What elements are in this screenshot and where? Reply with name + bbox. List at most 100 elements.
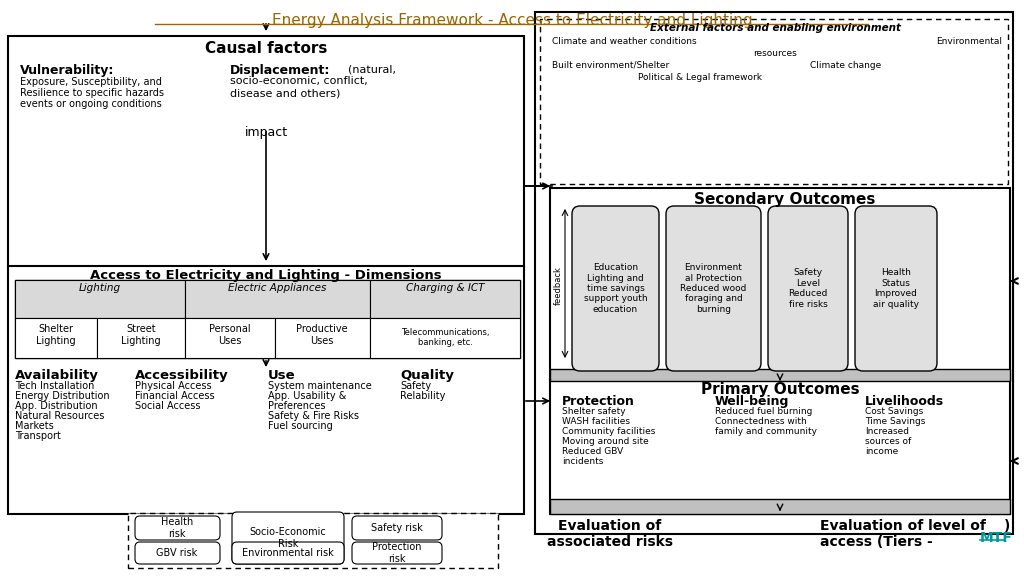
Text: Shelter safety: Shelter safety bbox=[562, 407, 626, 416]
Text: resources: resources bbox=[753, 49, 797, 58]
Text: Reduced GBV: Reduced GBV bbox=[562, 447, 624, 456]
Text: feedback: feedback bbox=[554, 267, 562, 305]
Text: Socio-Economic
Risk: Socio-Economic Risk bbox=[250, 527, 327, 549]
Text: Telecommunications,
banking, etc.: Telecommunications, banking, etc. bbox=[400, 328, 489, 347]
Text: Charging & ICT: Charging & ICT bbox=[406, 283, 484, 293]
Text: Environment
al Protection
Reduced wood
foraging and
burning: Environment al Protection Reduced wood f… bbox=[680, 263, 746, 314]
Text: incidents: incidents bbox=[562, 457, 603, 466]
Text: Preferences: Preferences bbox=[268, 401, 326, 411]
Text: sources of: sources of bbox=[865, 437, 911, 446]
FancyBboxPatch shape bbox=[15, 318, 97, 358]
Text: Evaluation of level of
access (Tiers -: Evaluation of level of access (Tiers - bbox=[820, 519, 986, 549]
Text: Energy Analysis Framework - Access to Electricity and Lighting: Energy Analysis Framework - Access to El… bbox=[271, 13, 753, 28]
Text: MTF: MTF bbox=[980, 531, 1013, 545]
FancyBboxPatch shape bbox=[550, 499, 1010, 514]
FancyBboxPatch shape bbox=[666, 206, 761, 371]
Text: Climate change: Climate change bbox=[810, 61, 882, 70]
Text: Well-being: Well-being bbox=[715, 395, 790, 408]
Text: External factors and enabling environment: External factors and enabling environmen… bbox=[649, 23, 900, 33]
Text: Access to Electricity and Lighting - Dimensions: Access to Electricity and Lighting - Dim… bbox=[90, 269, 441, 282]
FancyBboxPatch shape bbox=[572, 206, 659, 371]
FancyBboxPatch shape bbox=[185, 280, 370, 318]
Text: Cost Savings: Cost Savings bbox=[865, 407, 924, 416]
Text: Financial Access: Financial Access bbox=[135, 391, 215, 401]
Text: Personal
Uses: Personal Uses bbox=[209, 324, 251, 346]
Text: Environmental: Environmental bbox=[936, 37, 1002, 46]
Text: family and community: family and community bbox=[715, 427, 817, 436]
FancyBboxPatch shape bbox=[232, 512, 344, 564]
Text: Safety & Fire Risks: Safety & Fire Risks bbox=[268, 411, 359, 421]
Text: Livelihoods: Livelihoods bbox=[865, 395, 944, 408]
FancyBboxPatch shape bbox=[352, 542, 442, 564]
Text: Transport: Transport bbox=[15, 431, 60, 441]
Text: Relability: Relability bbox=[400, 391, 445, 401]
FancyBboxPatch shape bbox=[15, 280, 520, 358]
Text: Moving around site: Moving around site bbox=[562, 437, 649, 446]
Text: impact: impact bbox=[245, 126, 288, 139]
FancyBboxPatch shape bbox=[8, 36, 524, 268]
Text: Accessibility: Accessibility bbox=[135, 369, 228, 382]
FancyBboxPatch shape bbox=[135, 516, 220, 540]
Text: Connectedness with: Connectedness with bbox=[715, 417, 807, 426]
Text: Time Savings: Time Savings bbox=[865, 417, 926, 426]
Text: Use: Use bbox=[268, 369, 296, 382]
Text: Community facilities: Community facilities bbox=[562, 427, 655, 436]
Text: Resilience to specific hazards: Resilience to specific hazards bbox=[20, 88, 164, 98]
FancyBboxPatch shape bbox=[135, 542, 220, 564]
Text: Safety
Level
Reduced
fire risks: Safety Level Reduced fire risks bbox=[788, 268, 827, 309]
Text: Evaluation of
associated risks: Evaluation of associated risks bbox=[547, 519, 673, 549]
Text: Protection: Protection bbox=[562, 395, 635, 408]
FancyBboxPatch shape bbox=[97, 318, 185, 358]
Text: events or ongoing conditions: events or ongoing conditions bbox=[20, 99, 162, 109]
Text: Environmental risk: Environmental risk bbox=[242, 548, 334, 558]
FancyBboxPatch shape bbox=[540, 19, 1008, 184]
Text: Physical Access: Physical Access bbox=[135, 381, 212, 391]
Text: Health
risk: Health risk bbox=[161, 517, 194, 539]
Text: App. Distribution: App. Distribution bbox=[15, 401, 97, 411]
Text: Reduced fuel burning: Reduced fuel burning bbox=[715, 407, 812, 416]
Text: Primary Outcomes: Primary Outcomes bbox=[700, 382, 859, 397]
FancyBboxPatch shape bbox=[352, 516, 442, 540]
FancyBboxPatch shape bbox=[15, 280, 185, 318]
FancyBboxPatch shape bbox=[185, 318, 275, 358]
Text: Lighting: Lighting bbox=[79, 283, 121, 293]
Text: disease and others): disease and others) bbox=[230, 88, 340, 98]
FancyBboxPatch shape bbox=[550, 369, 1010, 381]
FancyBboxPatch shape bbox=[370, 280, 520, 318]
FancyBboxPatch shape bbox=[550, 379, 1010, 514]
FancyBboxPatch shape bbox=[370, 318, 520, 358]
Text: System maintenance: System maintenance bbox=[268, 381, 372, 391]
Text: income: income bbox=[865, 447, 898, 456]
Text: Safety: Safety bbox=[400, 381, 431, 391]
Text: Shelter
Lighting: Shelter Lighting bbox=[36, 324, 76, 346]
Text: Productive
Uses: Productive Uses bbox=[296, 324, 348, 346]
Text: socio-economic, conflict,: socio-economic, conflict, bbox=[230, 76, 368, 86]
Text: Protection
risk: Protection risk bbox=[373, 542, 422, 564]
FancyBboxPatch shape bbox=[128, 513, 498, 568]
Text: Health
Status
Improved
air quality: Health Status Improved air quality bbox=[873, 268, 919, 309]
FancyBboxPatch shape bbox=[8, 266, 524, 514]
Text: Availability: Availability bbox=[15, 369, 99, 382]
Text: Climate and weather conditions: Climate and weather conditions bbox=[552, 37, 696, 46]
Text: Education
Lighting and
time savings
support youth
education: Education Lighting and time savings supp… bbox=[584, 263, 647, 314]
Text: Secondary Outcomes: Secondary Outcomes bbox=[694, 192, 876, 207]
Text: (natural,: (natural, bbox=[348, 64, 396, 74]
FancyBboxPatch shape bbox=[768, 206, 848, 371]
Text: Increased: Increased bbox=[865, 427, 909, 436]
FancyBboxPatch shape bbox=[275, 318, 370, 358]
Text: Displacement:: Displacement: bbox=[230, 64, 331, 77]
Text: Vulnerability:: Vulnerability: bbox=[20, 64, 115, 77]
Text: ): ) bbox=[1004, 519, 1011, 533]
Text: App. Usability &: App. Usability & bbox=[268, 391, 346, 401]
FancyBboxPatch shape bbox=[232, 542, 344, 564]
Text: Markets: Markets bbox=[15, 421, 53, 431]
Text: Tech Installation: Tech Installation bbox=[15, 381, 94, 391]
Text: Fuel sourcing: Fuel sourcing bbox=[268, 421, 333, 431]
Text: Causal factors: Causal factors bbox=[205, 41, 328, 56]
Text: Quality: Quality bbox=[400, 369, 454, 382]
Text: Political & Legal framework: Political & Legal framework bbox=[638, 73, 762, 82]
Text: Safety risk: Safety risk bbox=[371, 523, 423, 533]
Text: GBV risk: GBV risk bbox=[157, 548, 198, 558]
Text: WASH facilities: WASH facilities bbox=[562, 417, 630, 426]
Text: Exposure, Susceptibility, and: Exposure, Susceptibility, and bbox=[20, 77, 162, 87]
